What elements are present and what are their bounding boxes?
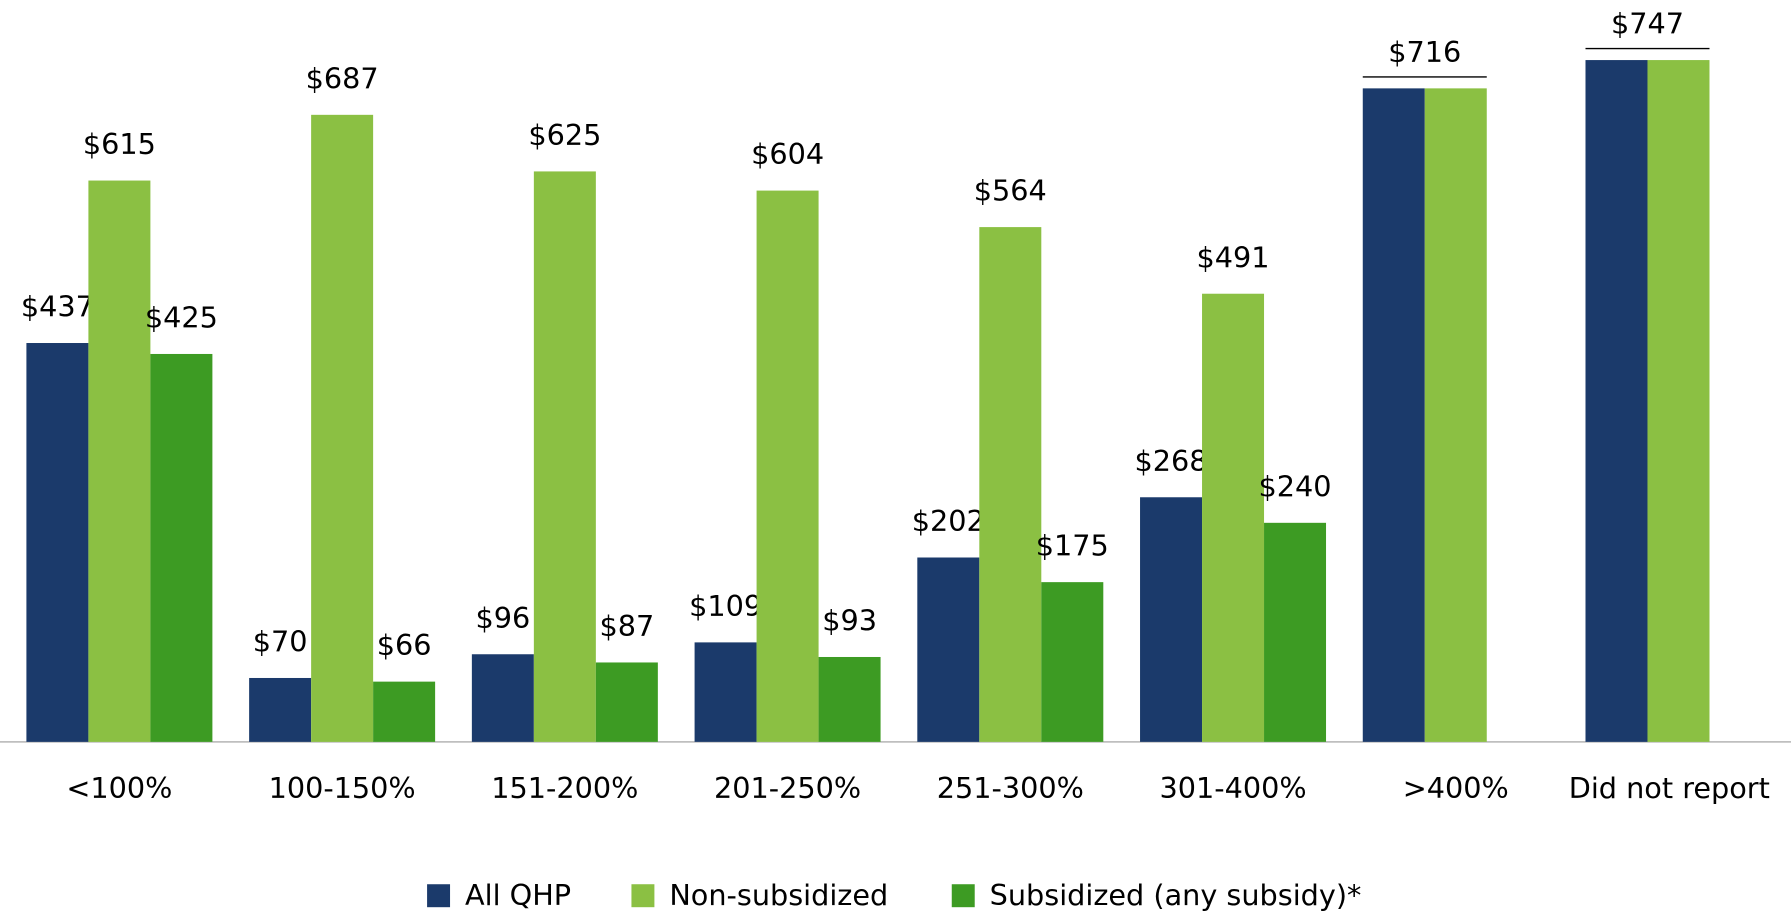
x-tick-label: 301-400% (1159, 771, 1306, 805)
value-label: $687 (306, 61, 379, 95)
legend-label: All QHP (465, 878, 571, 912)
legend-swatch (427, 884, 451, 908)
value-label: $202 (912, 504, 985, 538)
bar (1424, 88, 1487, 742)
bar (88, 180, 151, 742)
x-tick-label: 151-200% (491, 771, 638, 805)
bar (818, 656, 881, 742)
value-label: $425 (145, 301, 218, 335)
value-label: $70 (253, 625, 308, 659)
value-label: $491 (1197, 240, 1270, 274)
bar (1140, 497, 1203, 742)
value-label: $87 (599, 609, 654, 643)
bar (26, 343, 89, 742)
bar (471, 654, 534, 742)
bar (533, 171, 596, 742)
bar (1362, 88, 1425, 742)
value-label: $625 (528, 118, 601, 152)
x-tick-label: 201-250% (714, 771, 861, 805)
legend-swatch (631, 884, 655, 908)
value-label: $604 (751, 137, 824, 171)
bar (917, 557, 980, 742)
legend-label: Subsidized (any subsidy)* (990, 878, 1362, 912)
value-label: $437 (21, 290, 94, 324)
legend-swatch (951, 884, 975, 908)
legend-label: Non-subsidized (669, 878, 888, 912)
bar (1041, 582, 1104, 742)
bar (694, 642, 757, 742)
bar (373, 681, 436, 742)
bar (1585, 60, 1648, 742)
value-label: $175 (1036, 529, 1109, 563)
bar (1647, 60, 1710, 742)
bar (979, 227, 1042, 742)
value-label: $268 (1135, 444, 1208, 478)
x-tick-label: Did not report (1569, 771, 1770, 805)
value-label: $747 (1611, 7, 1684, 41)
value-label: $66 (377, 628, 432, 662)
bar (756, 190, 819, 742)
value-label: $240 (1259, 469, 1332, 503)
bar (1264, 522, 1327, 742)
bar (1202, 293, 1265, 742)
x-tick-label: 100-150% (269, 771, 416, 805)
value-label: $716 (1388, 35, 1461, 69)
value-label: $564 (974, 174, 1047, 208)
value-label: $109 (689, 589, 762, 623)
bar (595, 662, 658, 742)
value-label: $615 (83, 127, 156, 161)
x-tick-label: <100% (66, 771, 172, 805)
x-tick-label: 251-300% (937, 771, 1084, 805)
bar (150, 353, 213, 742)
x-tick-label: >400% (1403, 771, 1509, 805)
bar (249, 677, 312, 742)
value-label: $96 (475, 601, 530, 635)
value-label: $93 (822, 604, 877, 638)
bar (311, 114, 374, 742)
